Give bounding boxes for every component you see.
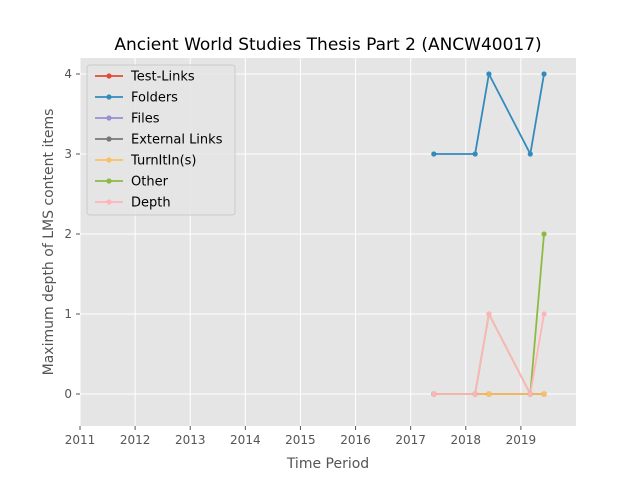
x-tick-label: 2014 [230,433,261,447]
data-point-1-2 [486,71,492,77]
y-axis: 0 1 2 3 4 [64,67,80,401]
x-tick-label: 2018 [451,433,482,447]
legend: Test-Links Folders Files External Links Turn… [86,64,236,216]
chart-title: Ancient World Studies Thesis Part 2 (ANC… [114,35,541,55]
legend-marker-3 [106,136,112,142]
legend-marker-4 [106,157,112,163]
x-axis-label: Time Period [286,456,369,472]
x-tick-label: 2012 [120,433,151,447]
legend-entry-2: Files [131,112,160,127]
legend-entry-1: Folders [131,91,178,106]
y-tick-label: 1 [64,307,72,321]
x-axis: 2011 2012 2013 2014 2015 2016 2017 2018 2019 [65,426,536,447]
y-axis-label: Maximum depth of LMS content items [41,109,57,376]
data-point-6-0 [431,391,437,397]
x-tick-label: 2011 [65,433,96,447]
data-point-6-4 [541,311,547,317]
legend-marker-2 [106,115,112,121]
series-points [431,71,547,397]
legend-entry-5: Other [131,175,169,190]
data-point-1-1 [472,151,478,157]
x-tick-label: 2013 [175,433,206,447]
data-point-5-4 [541,231,547,237]
data-point-6-2 [486,311,492,317]
x-tick-label: 2016 [340,433,371,447]
legend-entry-3: External Links [131,133,223,148]
data-point-6-1 [472,391,478,397]
legend-marker-1 [106,94,112,100]
y-tick-label: 3 [64,147,72,161]
legend-entry-0: Test-Links [130,70,195,85]
data-point-1-0 [431,151,437,157]
legend-marker-5 [106,178,112,184]
legend-box [86,64,236,216]
legend-entry-6: Depth [131,196,171,211]
y-tick-label: 4 [64,67,72,81]
x-tick-label: 2017 [395,433,426,447]
x-tick-label: 2015 [285,433,316,447]
data-point-1-3 [527,151,533,157]
data-point-1-4 [541,71,547,77]
data-point-6-3 [527,391,533,397]
data-point-4-4 [541,391,547,397]
data-point-4-2 [486,391,492,397]
legend-marker-0 [106,73,112,79]
legend-marker-6 [106,199,112,205]
y-tick-label: 0 [64,387,72,401]
legend-entry-4: TurnItIn(s) [130,154,196,169]
x-tick-label: 2019 [506,433,537,447]
y-tick-label: 2 [64,227,72,241]
